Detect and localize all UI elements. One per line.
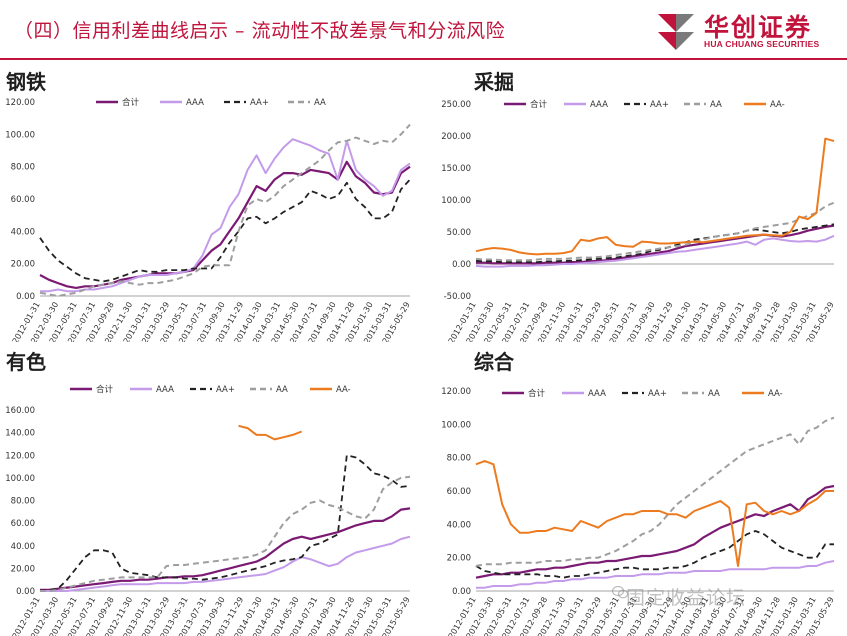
y-tick-label: 100.00	[5, 474, 35, 484]
series-line-AA	[476, 203, 834, 261]
y-tick-label: -50.00	[444, 292, 471, 302]
y-tick-label: 20.00	[11, 564, 35, 574]
legend-label: AAA	[588, 389, 606, 399]
watermark-text: 固定收益论坛	[626, 583, 746, 610]
legend-label: AA+	[648, 389, 667, 399]
chart-steel: 0.0020.0040.0060.0080.00100.00120.002012…	[0, 92, 420, 342]
series-line-合计	[476, 226, 834, 264]
y-tick-label: 80.00	[11, 163, 35, 173]
y-tick-label: 0.00	[452, 260, 471, 270]
y-tick-label: 100.00	[441, 196, 471, 206]
legend-label: 合计	[96, 384, 114, 395]
legend-label: AA+	[650, 100, 669, 110]
panel-title-composite: 综合	[474, 346, 514, 375]
series-line-AA-	[476, 461, 834, 566]
y-tick-label: 120.00	[5, 451, 35, 461]
legend-label: AA	[708, 389, 720, 399]
logo-en-text: HUA CHUANG SECURITIES	[704, 39, 819, 49]
legend-label: 合计	[122, 97, 140, 108]
y-tick-label: 20.00	[11, 260, 35, 270]
y-tick-label: 40.00	[11, 542, 35, 552]
page-title: （四）信用利差曲线启示 – 流动性不敌差景气和分流风险	[14, 16, 505, 43]
legend-label: AA	[314, 98, 326, 108]
legend-label: AAA	[186, 98, 204, 108]
y-tick-label: 160.00	[5, 406, 35, 416]
legend-label: AA-	[336, 385, 351, 395]
company-logo: 华创证券 HUA CHUANG SECURITIES	[654, 10, 834, 56]
legend-label: AA	[276, 385, 288, 395]
panel-title-mining: 采掘	[474, 66, 514, 95]
legend-label: AA	[710, 100, 722, 110]
panel-title-steel: 钢铁	[6, 66, 46, 95]
y-tick-label: 0.00	[452, 587, 471, 597]
legend-label: AA-	[768, 389, 783, 399]
legend-label: AAA	[590, 100, 608, 110]
legend-label: 合计	[528, 388, 546, 399]
y-tick-label: 80.00	[11, 497, 35, 507]
series-line-AA	[476, 418, 834, 566]
legend-label: AA+	[250, 98, 269, 108]
y-tick-label: 50.00	[447, 228, 471, 238]
panel-title-nonferrous: 有色	[6, 346, 46, 375]
y-tick-label: 0.00	[16, 587, 35, 597]
legend-label: AA+	[216, 385, 235, 395]
series-line-合计	[40, 162, 410, 288]
y-tick-label: 120.00	[5, 98, 35, 108]
series-line-AAA	[40, 537, 410, 591]
series-line-AA+	[40, 455, 410, 591]
logo-mark-icon	[654, 10, 698, 54]
y-tick-label: 40.00	[447, 520, 471, 530]
legend-label: AA-	[770, 100, 785, 110]
legend-label: AAA	[156, 385, 174, 395]
y-tick-label: 250.00	[441, 100, 471, 110]
y-tick-label: 20.00	[447, 554, 471, 564]
y-tick-label: 200.00	[441, 132, 471, 142]
y-tick-label: 120.00	[441, 387, 471, 397]
legend-label: 合计	[530, 99, 548, 110]
y-tick-label: 100.00	[441, 420, 471, 430]
chart-nonferrous: 0.00 20.00 40.00 60.00 80.00 100.00 120.00 140.…	[0, 375, 420, 636]
chart-mining: -50.000.0050.00100.00150.00200.00250.002…	[430, 92, 847, 342]
header-divider	[0, 58, 847, 60]
y-tick-label: 0.00	[16, 292, 35, 302]
y-tick-label: 40.00	[11, 227, 35, 237]
y-tick-label: 150.00	[441, 164, 471, 174]
y-tick-label: 60.00	[11, 195, 35, 205]
y-tick-label: 80.00	[447, 454, 471, 464]
y-tick-label: 100.00	[5, 130, 35, 140]
series-line-AA	[40, 477, 410, 591]
y-tick-label: 60.00	[447, 487, 471, 497]
series-line-AA	[40, 125, 410, 296]
y-tick-label: 140.00	[5, 429, 35, 439]
series-line-合计	[40, 508, 410, 590]
series-line-AA-	[239, 426, 302, 440]
series-line-AAA	[40, 139, 410, 291]
y-tick-label: 60.00	[11, 519, 35, 529]
